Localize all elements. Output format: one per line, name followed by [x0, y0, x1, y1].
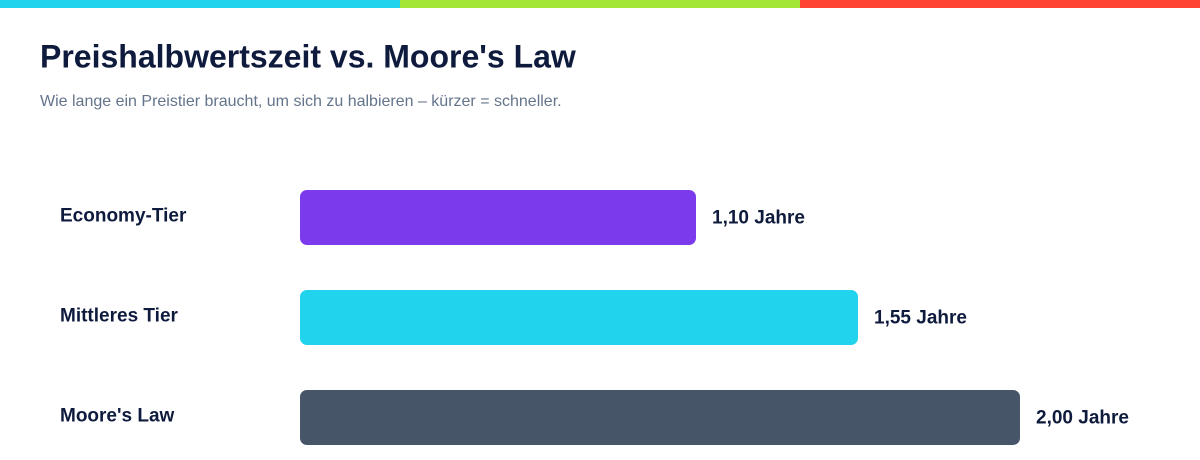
- category-label: Mittleres Tier: [60, 306, 179, 327]
- value-label: 1,55 Jahre: [874, 308, 967, 329]
- value-label: 1,10 Jahre: [712, 208, 805, 229]
- category-label: Economy-Tier: [60, 206, 187, 227]
- category-label: Moore's Law: [60, 406, 175, 427]
- chart-subtitle: Wie lange ein Preistier braucht, um sich…: [40, 93, 562, 110]
- accent-strip: [400, 0, 800, 8]
- bar: [300, 190, 696, 245]
- bar: [300, 290, 858, 345]
- accent-strip: [0, 0, 400, 8]
- value-label: 2,00 Jahre: [1036, 408, 1129, 429]
- bar: [300, 390, 1020, 445]
- chart-title: Preishalbwertszeit vs. Moore's Law: [40, 38, 576, 74]
- accent-strip: [800, 0, 1200, 8]
